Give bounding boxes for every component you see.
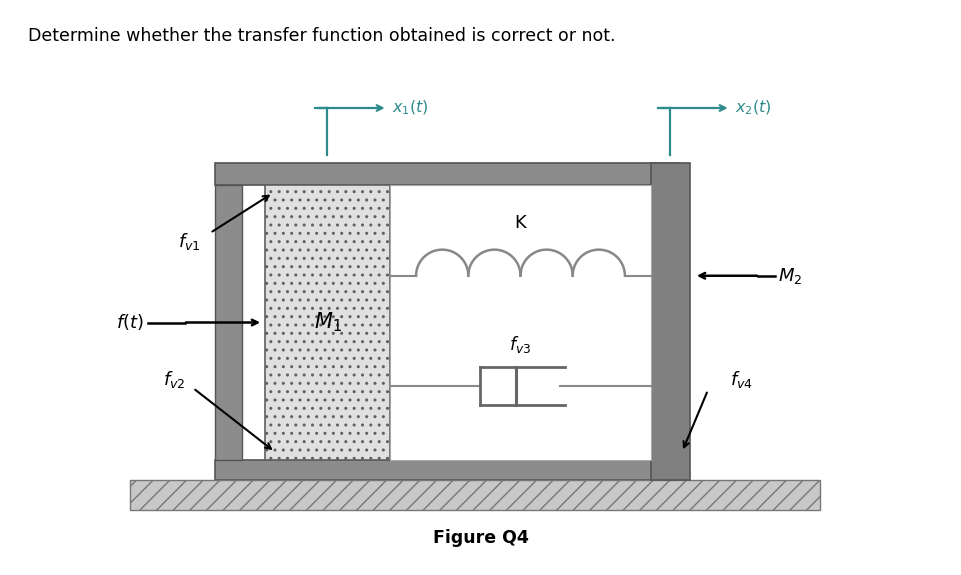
Bar bbox=[264, 185, 389, 460]
Text: $x_2(t)$: $x_2(t)$ bbox=[735, 99, 772, 117]
Text: $f_{v4}$: $f_{v4}$ bbox=[729, 370, 752, 390]
Text: $f_{v3}$: $f_{v3}$ bbox=[509, 334, 531, 355]
Text: K: K bbox=[514, 214, 526, 232]
Bar bbox=[214, 163, 679, 185]
Text: $x_1(t)$: $x_1(t)$ bbox=[392, 99, 429, 117]
Text: $f(t)$: $f(t)$ bbox=[116, 312, 144, 332]
Bar bbox=[651, 163, 689, 480]
Bar bbox=[130, 480, 819, 510]
Bar bbox=[214, 460, 679, 480]
Text: $f_{v1}$: $f_{v1}$ bbox=[178, 231, 201, 251]
Bar bbox=[389, 185, 651, 460]
Bar bbox=[214, 185, 242, 460]
Text: Determine whether the transfer function obtained is correct or not.: Determine whether the transfer function … bbox=[28, 27, 615, 45]
Text: $f_{v2}$: $f_{v2}$ bbox=[162, 370, 185, 390]
Text: $M_1$: $M_1$ bbox=[313, 310, 341, 334]
Text: Figure Q4: Figure Q4 bbox=[432, 529, 529, 547]
Text: $M_2$: $M_2$ bbox=[777, 266, 801, 286]
